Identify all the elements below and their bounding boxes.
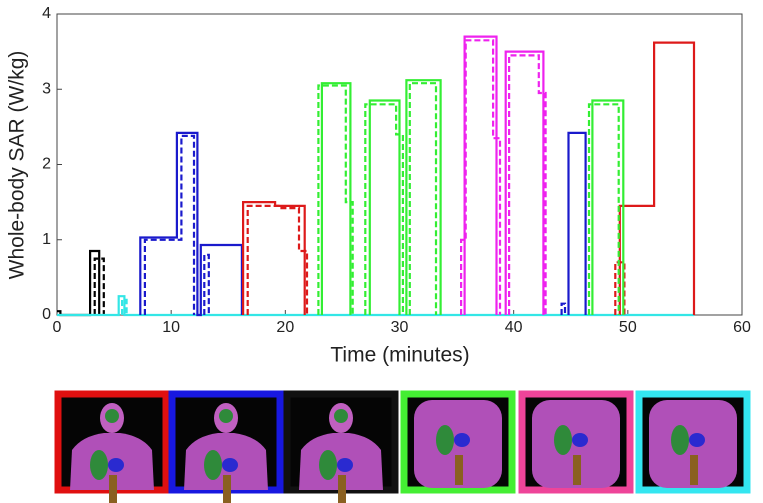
thumbnail-heart xyxy=(572,433,588,447)
x-tick-label: 60 xyxy=(733,319,751,336)
y-tick-label: 0 xyxy=(42,306,51,323)
thumbnail-spine xyxy=(690,455,698,485)
thumbnail-row xyxy=(54,390,751,503)
y-tick-label: 1 xyxy=(42,231,51,248)
thumbnail-spine xyxy=(338,475,346,503)
thumbnail-heart xyxy=(108,458,124,472)
thumbnail-spine xyxy=(223,475,231,503)
series-line xyxy=(246,204,626,315)
series-line xyxy=(121,298,128,315)
thumbnail-heart xyxy=(689,433,705,447)
thumbnail-spine xyxy=(455,455,463,485)
x-tick-label: 50 xyxy=(619,319,637,336)
series-line xyxy=(93,257,105,315)
thumbnail-spine xyxy=(573,455,581,485)
x-axis-label: Time (minutes) xyxy=(330,344,469,367)
x-tick-label: 40 xyxy=(505,319,523,336)
series-line xyxy=(320,79,625,315)
y-axis-label: Whole-body SAR (W/kg) xyxy=(6,51,29,280)
x-tick-label: 0 xyxy=(53,319,62,336)
thumbnail-brain xyxy=(219,409,233,423)
x-tick-label: 20 xyxy=(276,319,294,336)
thumbnail-brain xyxy=(334,409,348,423)
thumbnail-heart xyxy=(454,433,470,447)
series-line xyxy=(317,82,620,315)
thumbnail-heart xyxy=(337,458,353,472)
series-line xyxy=(57,249,101,317)
thumbnail-lung xyxy=(90,450,108,480)
thumbnail-lung xyxy=(436,425,454,455)
series-line xyxy=(57,295,694,317)
series-line xyxy=(139,131,587,317)
thumbnail-lung xyxy=(554,425,572,455)
series-line xyxy=(143,134,567,315)
y-tick-label: 3 xyxy=(42,80,51,97)
x-tick-label: 10 xyxy=(162,319,180,336)
y-tick-label: 4 xyxy=(42,5,51,22)
y-tick-label: 2 xyxy=(42,156,51,173)
thumbnail-spine xyxy=(109,475,117,503)
x-tick-label: 30 xyxy=(391,319,409,336)
thumbnail-brain xyxy=(105,409,119,423)
series-line xyxy=(460,39,547,315)
thumbnail-lung xyxy=(319,450,337,480)
series-line xyxy=(242,41,696,315)
thumbnail-heart xyxy=(222,458,238,472)
thumbnail-lung xyxy=(671,425,689,455)
series-line xyxy=(463,35,545,315)
thumbnail-lung xyxy=(204,450,222,480)
